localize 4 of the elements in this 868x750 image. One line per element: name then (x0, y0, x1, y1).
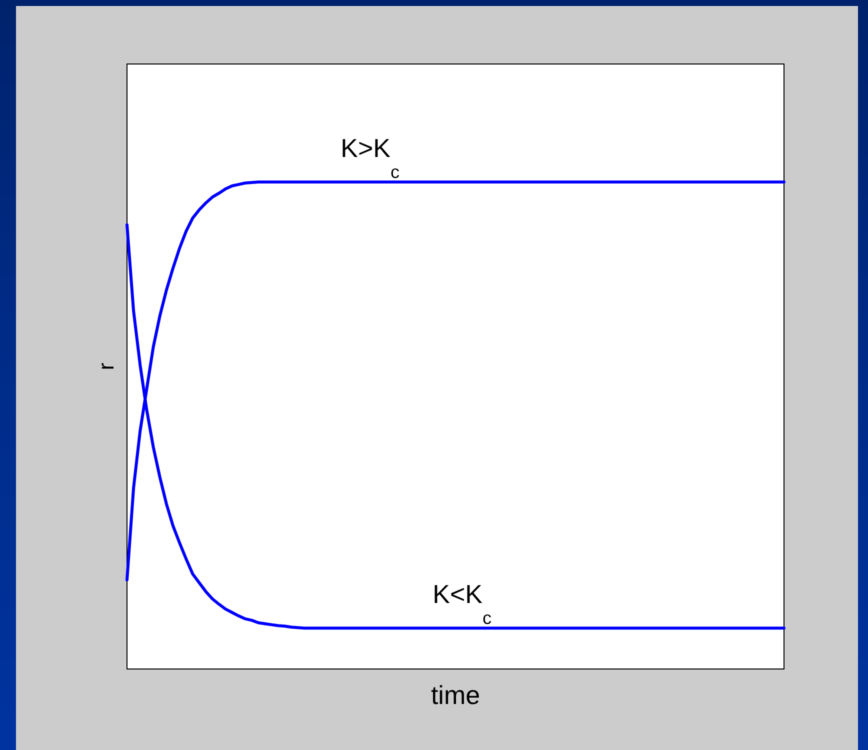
x-axis-title: time (430, 680, 480, 710)
series-label: K<Kc (432, 579, 492, 628)
series-label: K>Kc (340, 133, 400, 182)
y-axis-title: r (94, 362, 118, 370)
